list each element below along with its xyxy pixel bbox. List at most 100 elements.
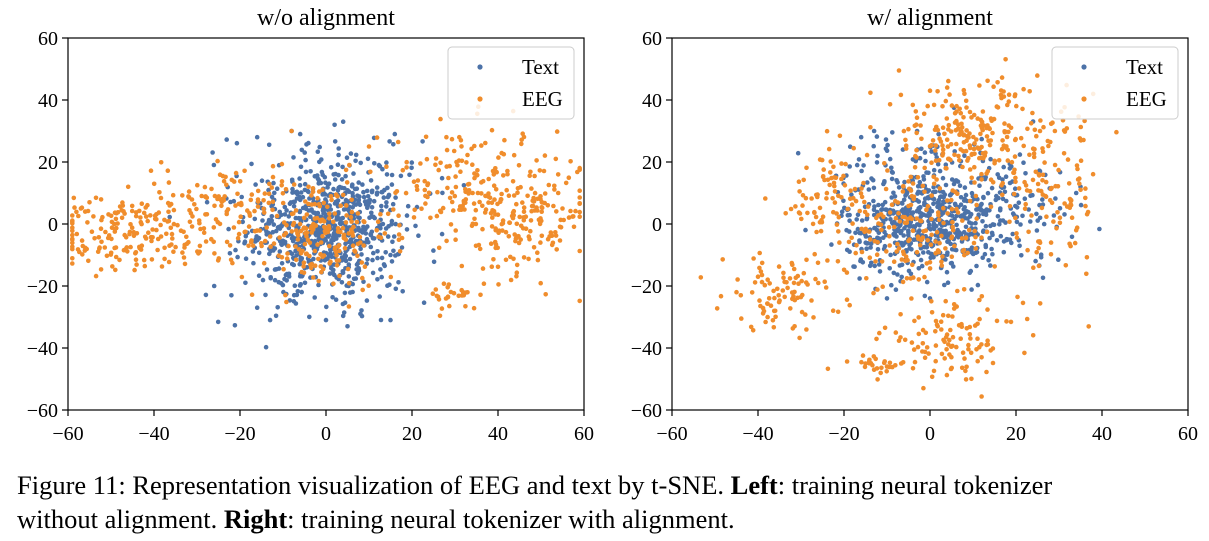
- data-point-eeg: [414, 187, 420, 192]
- data-point-eeg: [988, 177, 994, 182]
- data-point-eeg: [553, 156, 559, 162]
- data-point-text: [980, 219, 985, 224]
- data-point-text: [231, 198, 237, 204]
- data-point-eeg: [775, 286, 780, 292]
- data-point-eeg: [848, 188, 853, 193]
- data-point-eeg: [546, 182, 552, 188]
- data-point-text: [269, 194, 275, 200]
- data-point-eeg: [268, 244, 273, 249]
- data-point-eeg: [280, 200, 286, 206]
- data-point-eeg: [184, 241, 190, 246]
- data-point-eeg: [1012, 93, 1018, 99]
- data-point-eeg: [939, 259, 944, 265]
- data-point-text: [887, 156, 893, 162]
- x-tick-label: 60: [574, 423, 594, 445]
- data-point-text: [316, 282, 321, 288]
- data-point-text: [1019, 253, 1024, 258]
- data-point-eeg: [896, 246, 902, 251]
- data-point-text: [331, 186, 336, 192]
- data-point-text: [861, 163, 866, 168]
- data-point-eeg: [142, 263, 148, 269]
- data-point-eeg: [290, 222, 296, 228]
- data-point-text: [379, 274, 385, 280]
- data-point-text: [260, 218, 265, 223]
- data-point-eeg: [862, 229, 867, 235]
- data-point-eeg: [108, 213, 114, 219]
- data-point-eeg: [919, 136, 924, 142]
- data-point-text: [952, 149, 957, 154]
- data-point-eeg: [874, 336, 879, 342]
- data-point-text: [334, 236, 339, 241]
- data-point-eeg: [858, 191, 864, 196]
- data-point-eeg: [475, 168, 480, 173]
- data-point-eeg: [934, 229, 940, 235]
- data-point-eeg: [415, 178, 421, 183]
- data-point-eeg: [949, 344, 954, 350]
- chart-panel-2: w/ alignment−60 −40 −20 0 20 40 60−60−40−20020…: [631, 5, 1198, 445]
- data-point-text: [421, 300, 427, 306]
- data-point-text: [308, 169, 313, 174]
- data-point-text: [372, 161, 377, 166]
- data-point-eeg: [887, 360, 893, 366]
- data-point-text: [385, 234, 391, 239]
- data-point-eeg: [1022, 350, 1027, 356]
- data-point-eeg: [197, 243, 203, 249]
- data-point-eeg: [958, 110, 964, 116]
- data-point-eeg: [847, 196, 853, 201]
- data-point-eeg: [903, 137, 908, 143]
- data-point-eeg: [935, 210, 941, 215]
- data-point-eeg: [249, 292, 255, 298]
- data-point-eeg: [943, 165, 948, 171]
- data-point-eeg: [801, 270, 807, 276]
- data-point-eeg: [165, 168, 171, 173]
- data-point-text: [308, 214, 313, 219]
- data-point-text: [420, 139, 425, 144]
- data-point-eeg: [949, 254, 955, 259]
- data-point-eeg: [949, 103, 955, 108]
- data-point-eeg: [977, 83, 982, 88]
- data-point-eeg: [897, 219, 903, 224]
- data-point-text: [273, 313, 279, 319]
- data-point-text: [889, 165, 894, 171]
- data-point-eeg: [119, 215, 125, 221]
- data-point-eeg: [948, 327, 953, 333]
- data-point-eeg: [499, 221, 505, 227]
- data-point-eeg: [554, 129, 560, 134]
- data-point-eeg: [945, 144, 951, 149]
- data-point-eeg: [412, 207, 418, 213]
- data-point-text: [416, 233, 421, 238]
- data-point-eeg: [913, 109, 919, 114]
- data-point-eeg: [506, 193, 512, 198]
- data-point-eeg: [490, 215, 495, 220]
- data-point-text: [1000, 196, 1006, 202]
- data-point-eeg: [312, 201, 318, 207]
- data-point-text: [980, 255, 985, 260]
- data-point-text: [985, 190, 991, 196]
- data-point-text: [1041, 221, 1047, 227]
- data-point-text: [922, 293, 928, 299]
- data-point-eeg: [1064, 126, 1070, 131]
- data-point-eeg: [950, 188, 955, 193]
- data-point-eeg: [511, 256, 516, 262]
- data-point-eeg: [293, 228, 299, 233]
- data-point-eeg: [879, 227, 884, 233]
- data-point-eeg: [1030, 177, 1036, 183]
- data-point-eeg: [984, 229, 990, 235]
- data-point-eeg: [70, 255, 75, 261]
- data-point-eeg: [143, 214, 149, 219]
- data-point-text: [355, 193, 360, 198]
- data-point-eeg: [1040, 178, 1045, 183]
- data-point-text: [303, 157, 308, 163]
- data-point-eeg: [221, 198, 227, 203]
- data-point-text: [365, 156, 371, 162]
- data-point-eeg: [93, 273, 99, 279]
- data-point-eeg: [354, 219, 360, 225]
- data-point-text: [829, 242, 834, 247]
- data-point-eeg: [455, 162, 460, 168]
- data-point-eeg: [555, 172, 561, 177]
- data-point-text: [354, 186, 360, 191]
- data-point-eeg: [938, 139, 944, 144]
- data-point-eeg: [496, 282, 501, 287]
- data-point-text: [917, 179, 923, 185]
- data-point-text: [876, 262, 882, 267]
